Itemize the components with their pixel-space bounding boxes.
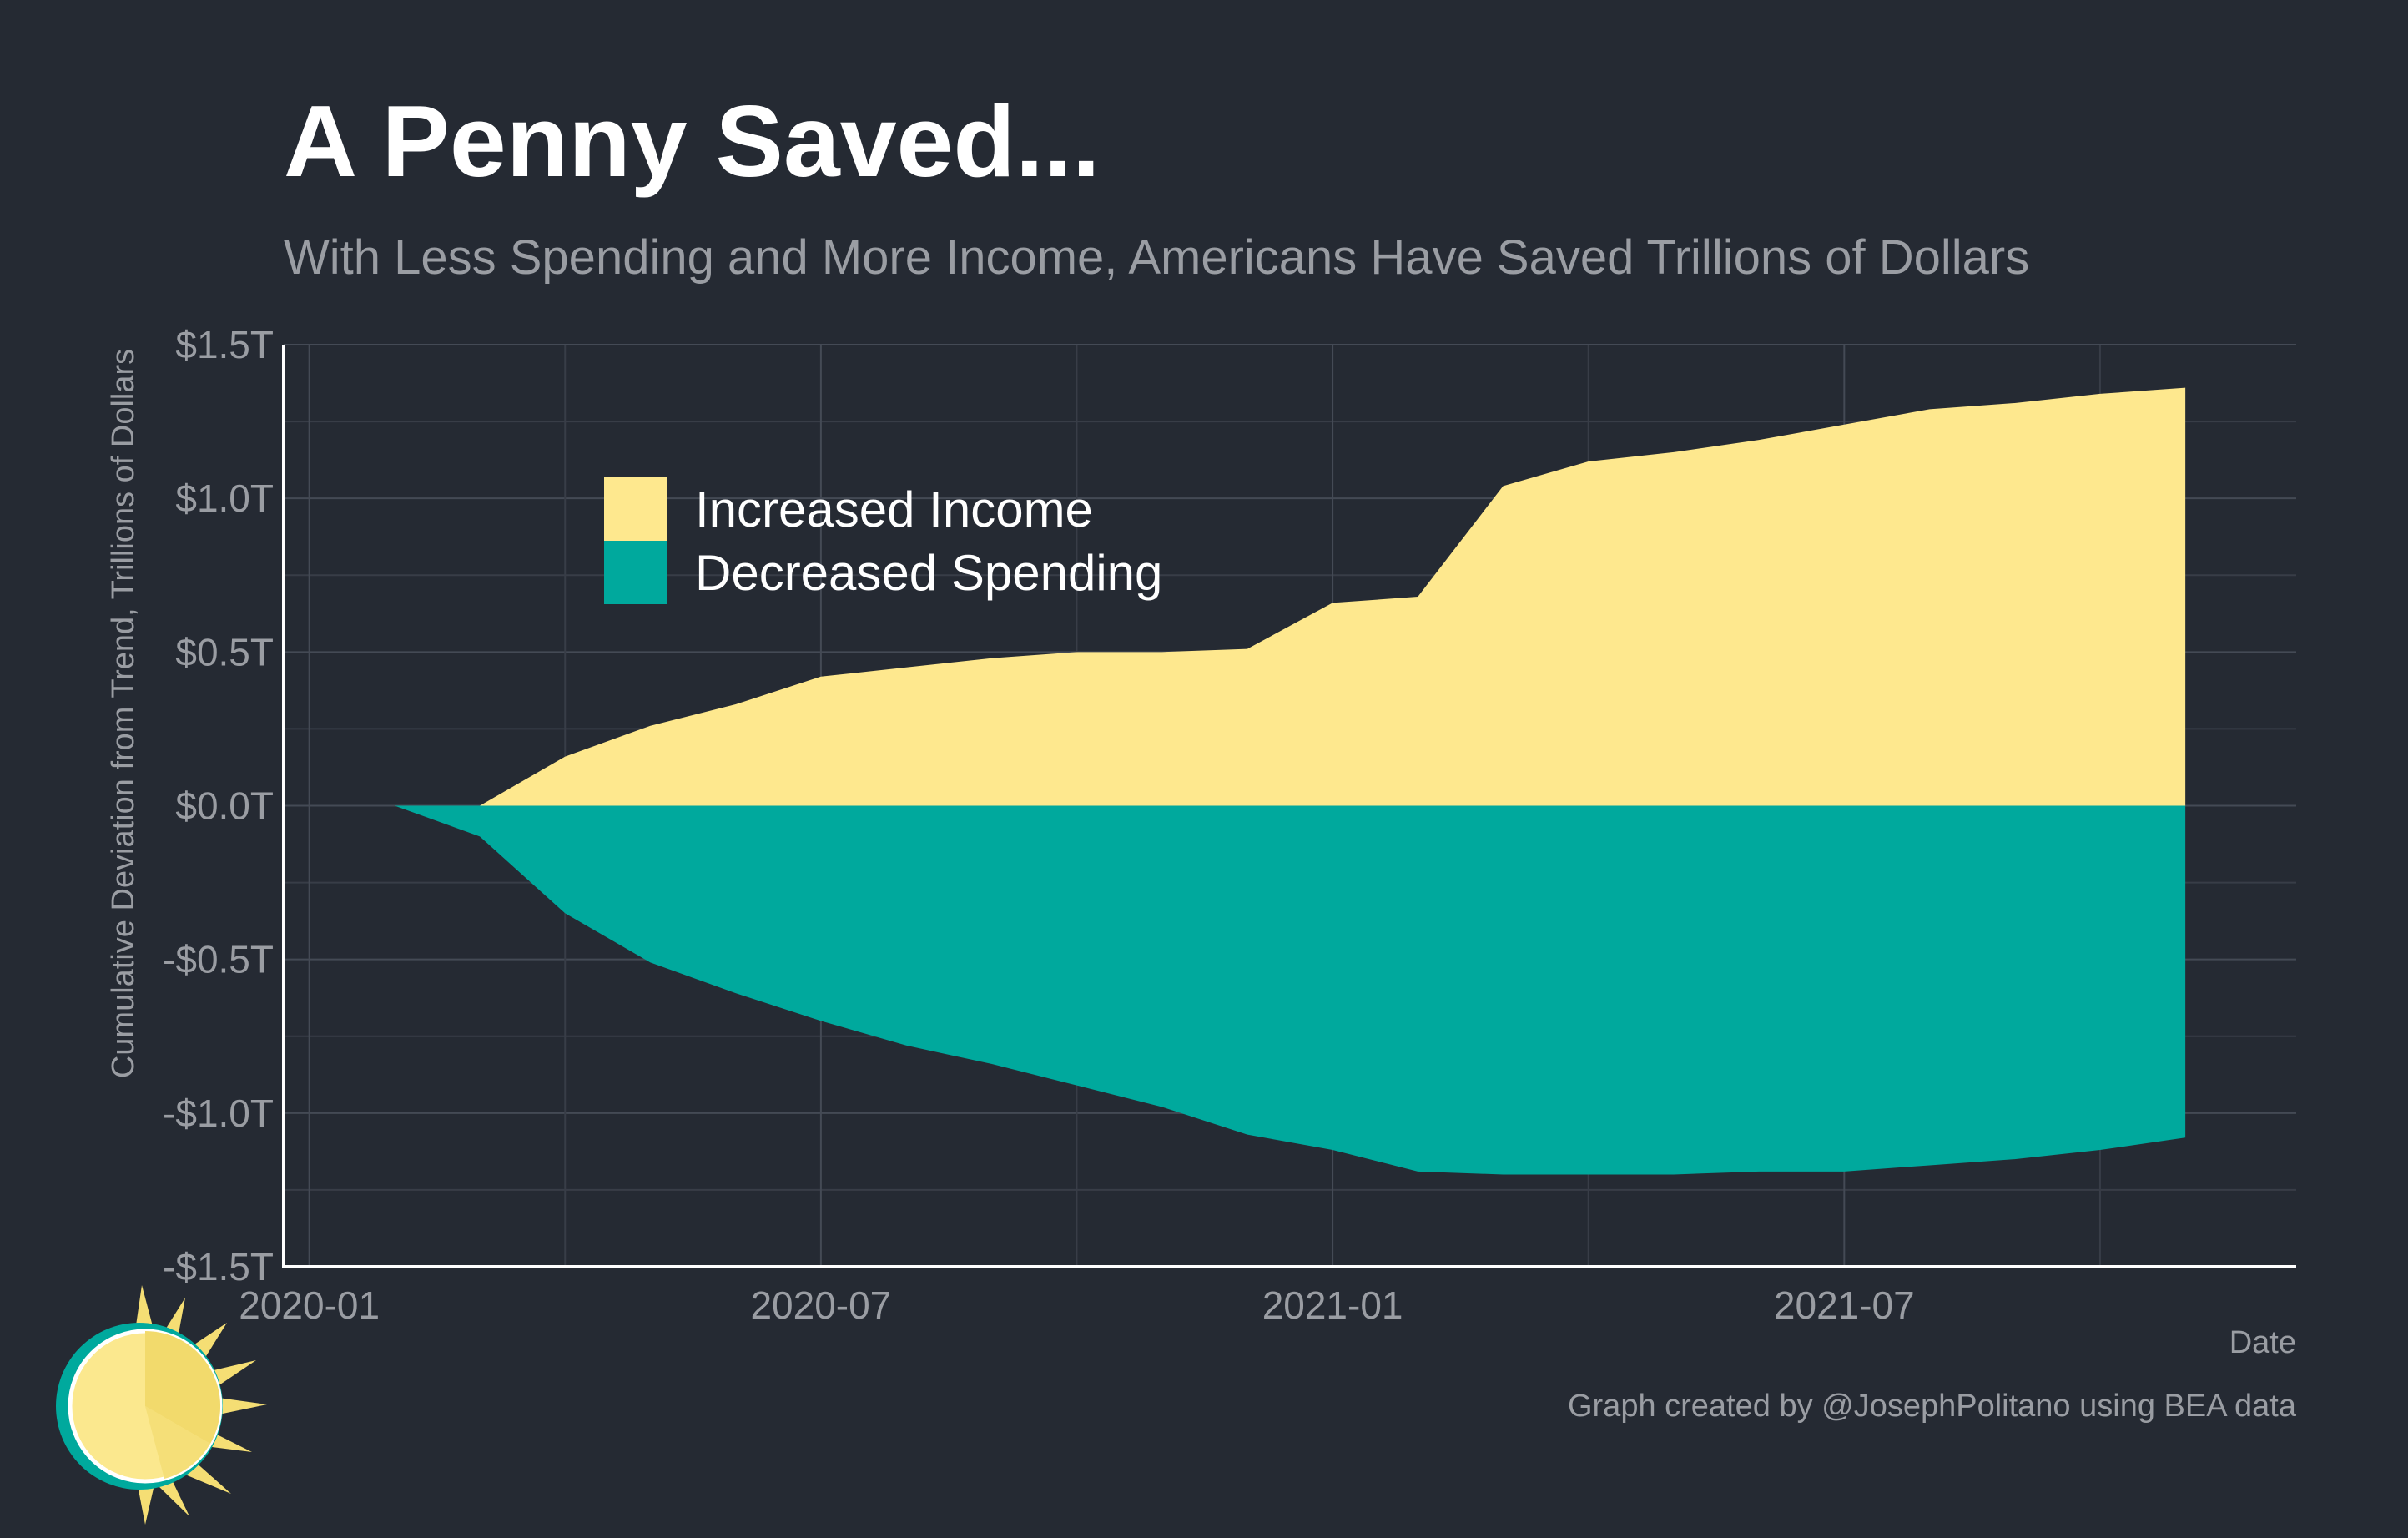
x-tick-label: 2021-01 xyxy=(1262,1283,1403,1327)
sun-logo-icon xyxy=(56,1285,267,1525)
chart-subtitle: With Less Spending and More Income, Amer… xyxy=(284,230,2030,285)
x-tick-labels: 2020-01 2020-07 2021-01 2021-07 xyxy=(239,1283,1914,1327)
legend-label-decreased-spending: Decreased Spending xyxy=(695,545,1162,601)
legend: Increased Income Decreased Spending xyxy=(604,477,1162,604)
area-increased-income xyxy=(309,387,2186,806)
chart-areas xyxy=(309,387,2186,1175)
x-tick-label: 2020-01 xyxy=(239,1283,380,1327)
chart-axes xyxy=(282,345,2296,1268)
x-tick-label: 2021-07 xyxy=(1774,1283,1915,1327)
legend-label-increased-income: Increased Income xyxy=(695,482,1093,537)
y-tick-labels: $1.5T $1.0T $0.5T $0.0T -$0.5T -$1.0T -$1.5T xyxy=(163,323,274,1288)
legend-swatch-decreased-spending xyxy=(604,541,667,604)
y-tick-label: $0.5T xyxy=(175,630,274,673)
x-axis-label: Date xyxy=(2229,1325,2296,1360)
y-tick-label: $1.0T xyxy=(175,477,274,520)
chart-caption: Graph created by @JosephPolitano using B… xyxy=(1567,1389,2296,1424)
y-axis-label: Cumulative Deviation from Trend, Trillio… xyxy=(106,349,141,1078)
y-tick-label: -$1.0T xyxy=(163,1092,274,1135)
chart-title: A Penny Saved... xyxy=(284,84,1101,198)
area-decreased-spending xyxy=(309,805,2186,1175)
y-tick-label: $0.0T xyxy=(175,784,274,828)
legend-swatch-increased-income xyxy=(604,477,667,541)
y-tick-label: -$1.5T xyxy=(163,1245,274,1288)
y-tick-label: -$0.5T xyxy=(163,938,274,981)
y-tick-label: $1.5T xyxy=(175,323,274,366)
x-tick-label: 2020-07 xyxy=(750,1283,891,1327)
